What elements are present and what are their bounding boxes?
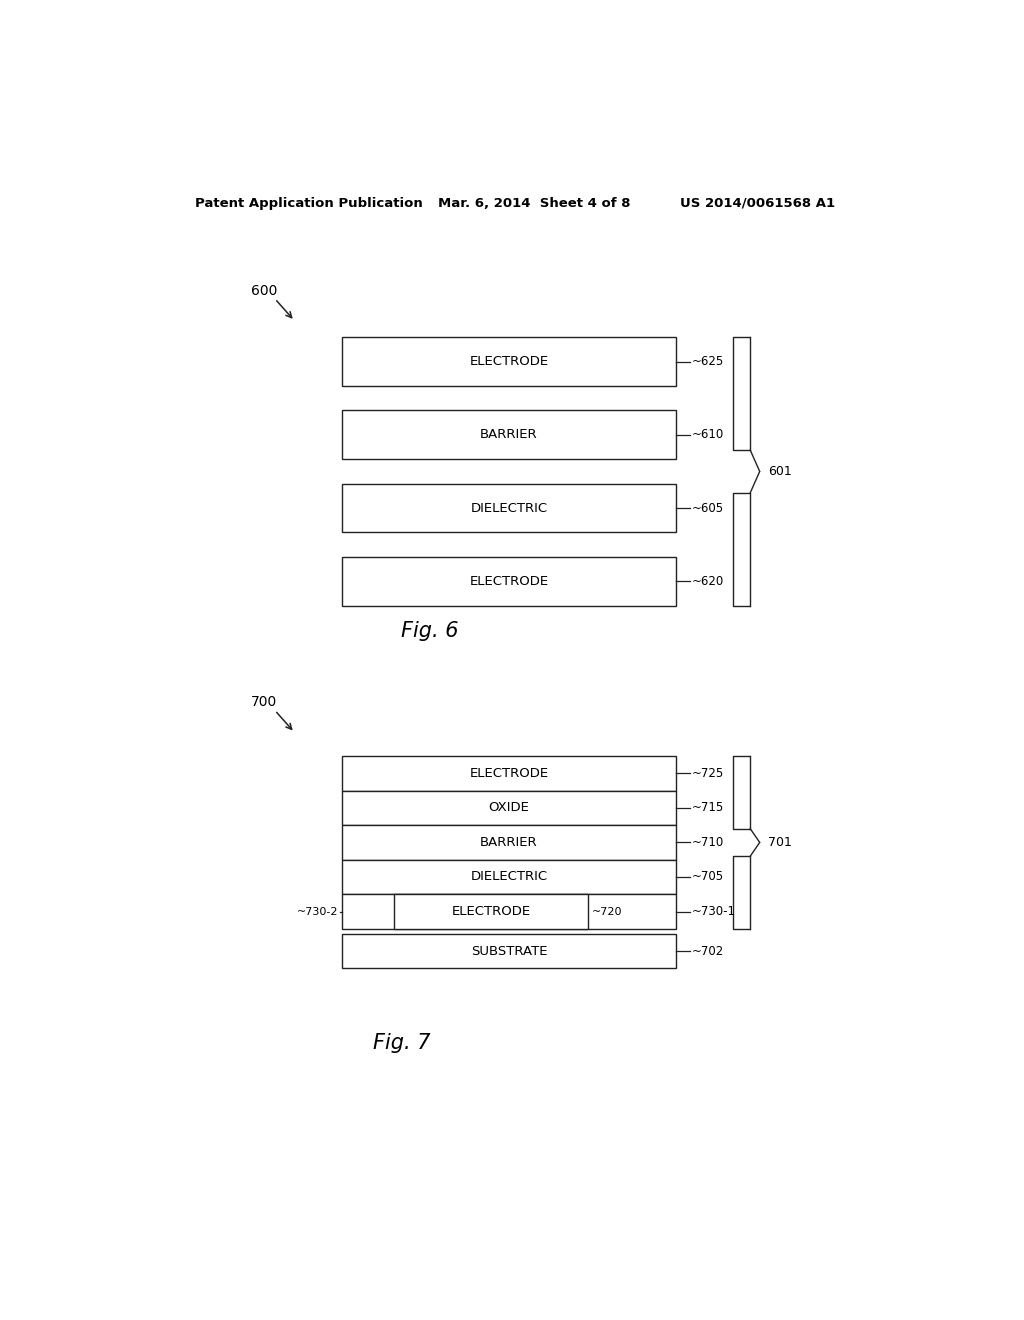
Text: ~725: ~725 (691, 767, 724, 780)
Text: ~705: ~705 (691, 870, 724, 883)
Text: DIELECTRIC: DIELECTRIC (470, 502, 548, 515)
Bar (342, 557, 676, 606)
Text: 700: 700 (251, 696, 278, 709)
Bar (342, 791, 676, 825)
Text: ~710: ~710 (691, 836, 724, 849)
Text: ELECTRODE: ELECTRODE (469, 767, 549, 780)
Bar (342, 859, 676, 894)
Text: SUBSTRATE: SUBSTRATE (471, 945, 547, 958)
Text: ~730-2: ~730-2 (297, 907, 338, 916)
Text: ~702: ~702 (691, 945, 724, 958)
Text: ELECTRODE: ELECTRODE (469, 355, 549, 368)
Bar (342, 825, 676, 859)
Bar (394, 894, 589, 929)
Text: 600: 600 (251, 284, 278, 297)
Text: Patent Application Publication: Patent Application Publication (196, 197, 423, 210)
Text: Mar. 6, 2014  Sheet 4 of 8: Mar. 6, 2014 Sheet 4 of 8 (437, 197, 630, 210)
Text: OXIDE: OXIDE (488, 801, 529, 814)
Text: ~715: ~715 (691, 801, 724, 814)
Text: ~605: ~605 (691, 502, 724, 515)
Text: ~720: ~720 (592, 907, 623, 916)
Text: ELECTRODE: ELECTRODE (469, 574, 549, 587)
Text: BARRIER: BARRIER (480, 836, 538, 849)
Text: Fig. 7: Fig. 7 (373, 1032, 430, 1052)
Bar (342, 483, 676, 532)
Bar (342, 756, 676, 791)
Bar (342, 894, 676, 929)
Text: ~625: ~625 (691, 355, 724, 368)
Bar (342, 338, 676, 385)
Text: 601: 601 (768, 465, 792, 478)
Text: Fig. 6: Fig. 6 (400, 620, 459, 642)
Bar (342, 935, 676, 969)
Text: US 2014/0061568 A1: US 2014/0061568 A1 (680, 197, 835, 210)
Text: ~620: ~620 (691, 574, 724, 587)
Text: ~730-1: ~730-1 (691, 906, 735, 917)
Text: 701: 701 (768, 836, 792, 849)
Text: ~610: ~610 (691, 429, 724, 441)
Text: DIELECTRIC: DIELECTRIC (470, 870, 548, 883)
Text: ELECTRODE: ELECTRODE (452, 906, 530, 917)
Text: BARRIER: BARRIER (480, 429, 538, 441)
Bar (342, 411, 676, 459)
